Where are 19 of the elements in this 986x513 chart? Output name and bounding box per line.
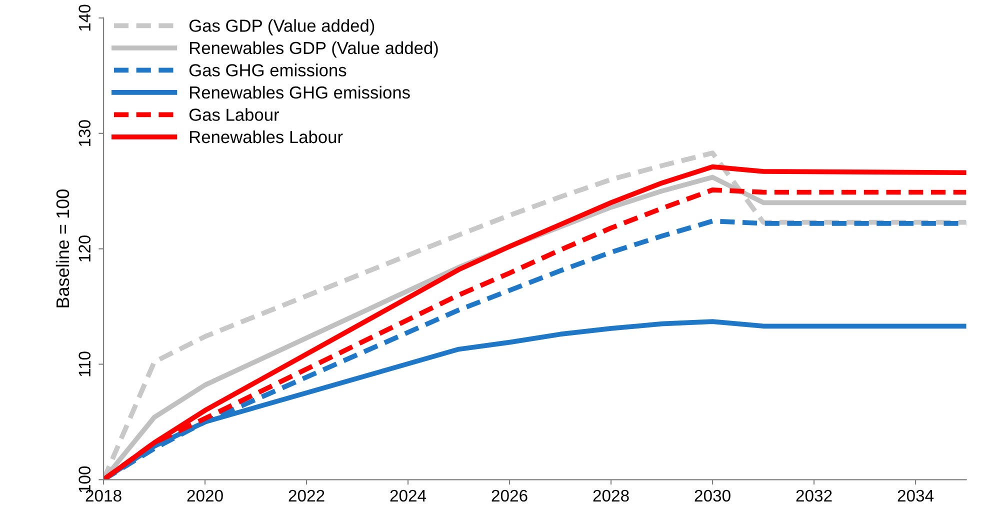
x-tick-label: 2032 [796,490,832,502]
legend-label: Gas Labour [189,108,280,121]
x-tick-label: 2028 [593,490,629,502]
x-tick-label: 2022 [288,490,324,502]
legend-label: Renewables Labour [190,130,343,144]
x-tick-label: 2024 [390,490,426,502]
legend-label: Renewables GDP (Value added) [190,41,438,58]
x-tick-label: 2026 [492,490,528,502]
x-tick-label: 2030 [694,490,730,502]
y-axis-title: Baseline = 100 [56,190,70,308]
y-tick-label: 110 [78,352,91,376]
x-tick-label: 2020 [187,490,223,502]
y-tick-label: 130 [78,120,91,146]
legend-label: Gas GDP (Value added) [189,19,374,36]
y-tick-label: 140 [78,4,91,31]
x-tick-label: 2034 [898,490,934,502]
y-tick-label: 120 [78,236,91,262]
legend-label: Gas GHG emissions [189,64,346,76]
legend-label: Renewables GHG emissions [190,86,410,99]
